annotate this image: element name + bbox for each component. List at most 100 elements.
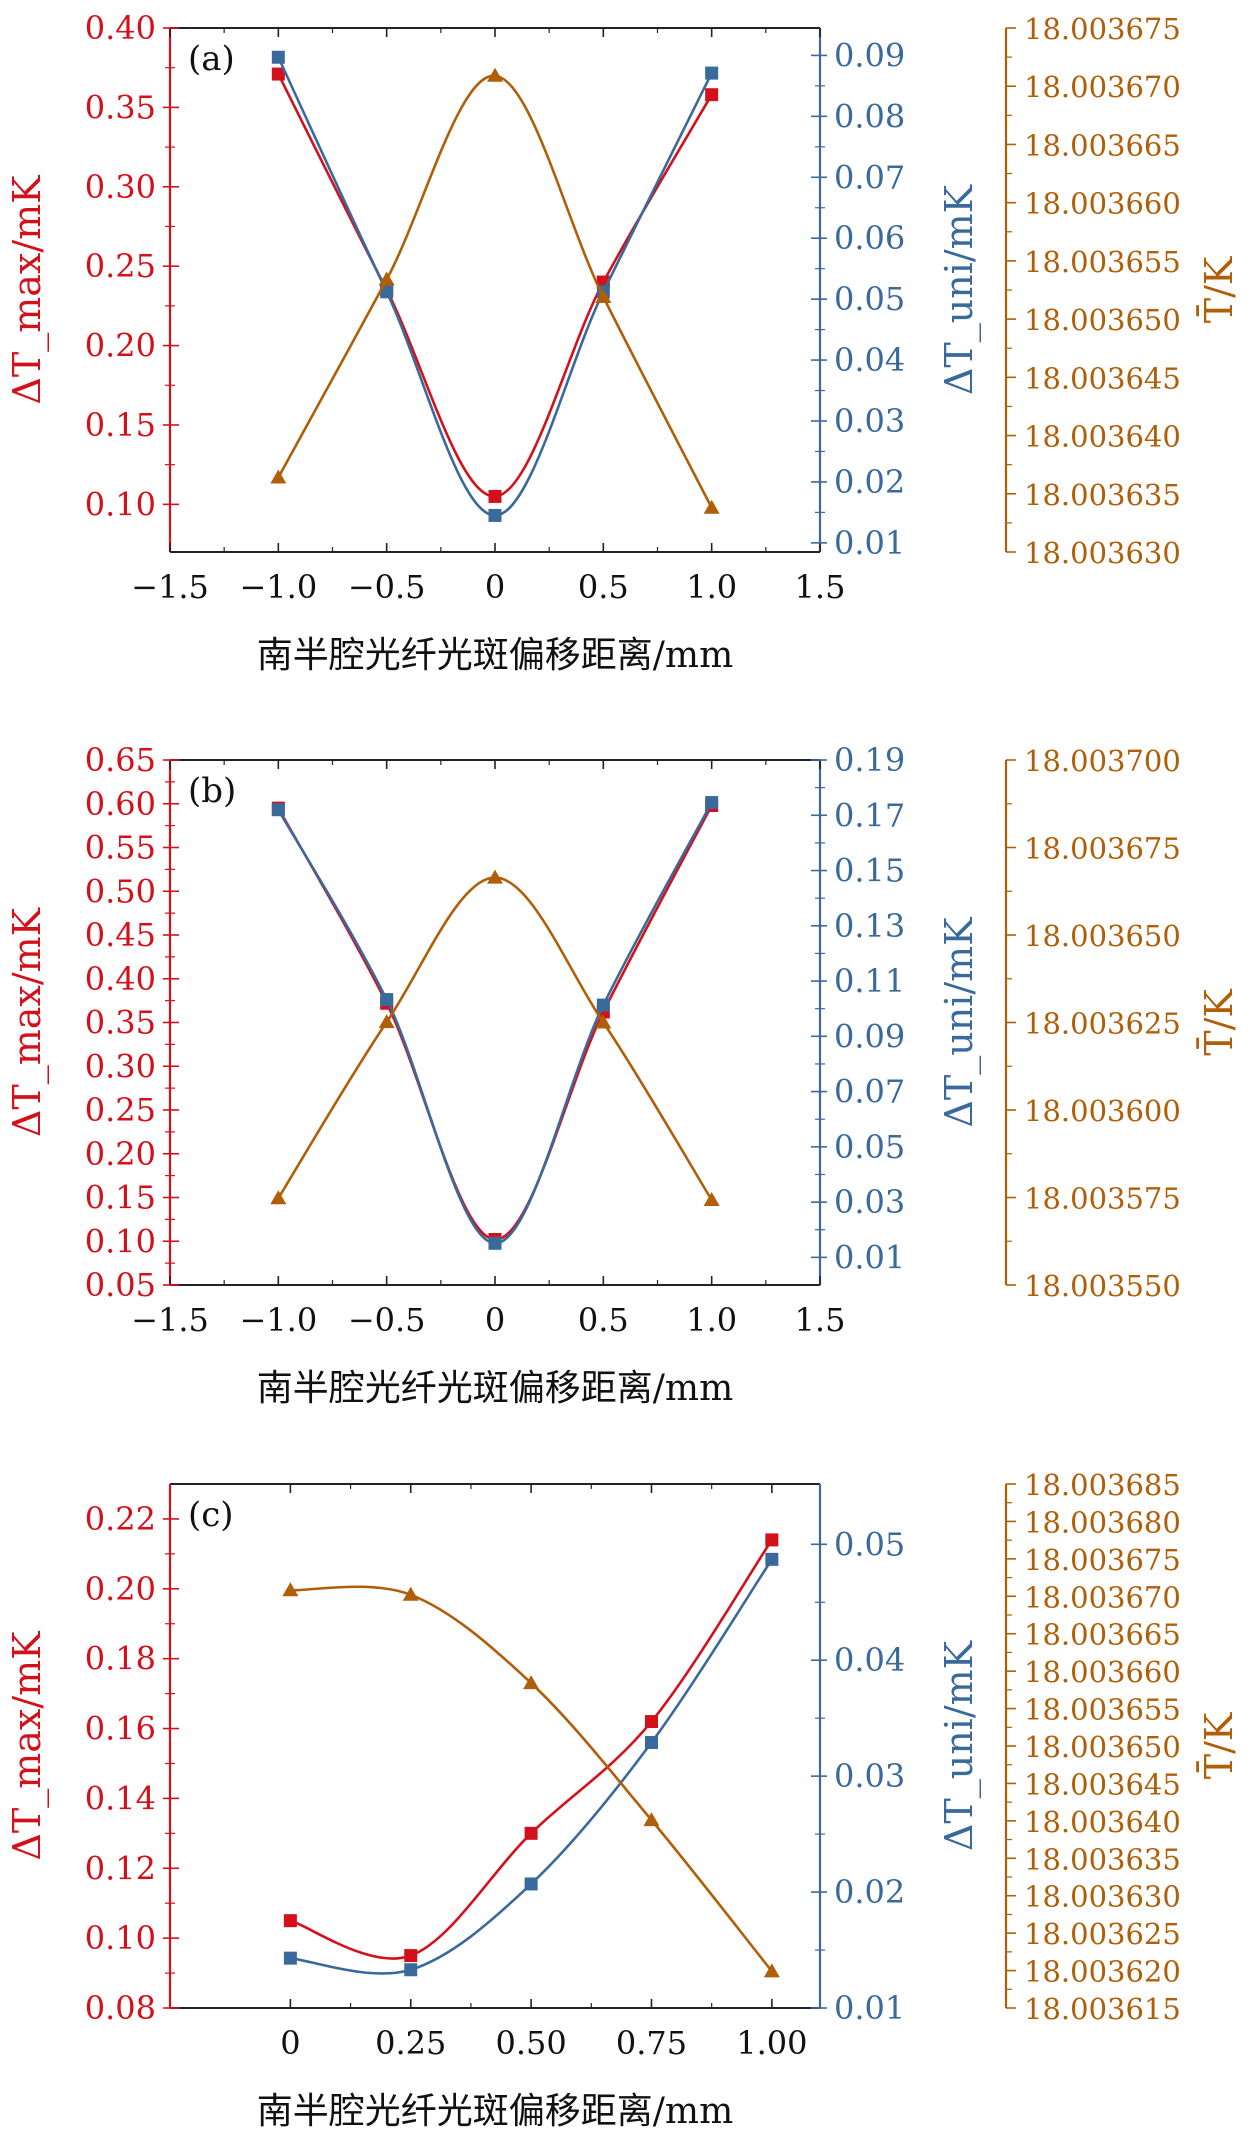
far-y-tick-label: 18.003615	[1024, 1992, 1181, 2026]
far-y-tick-label: 18.003575	[1024, 1182, 1181, 1216]
x-axis-label: 南半腔光纤光斑偏移距离/mm	[257, 2091, 733, 2132]
data-point-blue	[283, 1951, 297, 1965]
left-y-tick-label: 0.55	[85, 829, 156, 867]
left-y-tick-label: 0.20	[85, 1135, 156, 1173]
data-point-brown	[595, 288, 612, 303]
right-y-tick-label: 0.02	[834, 463, 905, 501]
data-point-red	[765, 1533, 779, 1547]
x-tick-label: 1.0	[686, 568, 737, 606]
x-tick-label: −1.5	[131, 568, 209, 606]
data-point-brown	[703, 1191, 720, 1206]
x-tick-label: −0.5	[348, 1301, 426, 1339]
data-point-brown	[282, 1582, 299, 1597]
left-y-tick-label: 0.10	[85, 1919, 156, 1957]
left-y-tick-label: 0.10	[85, 485, 156, 523]
right-axis-label: ΔT_uni/mK	[937, 917, 982, 1128]
far-y-tick-label: 18.003625	[1024, 1917, 1181, 1951]
left-y-tick-label: 0.22	[85, 1500, 156, 1538]
left-y-tick-label: 0.60	[85, 785, 156, 823]
x-tick-label: −1.5	[131, 1301, 209, 1339]
x-tick-label: 1.5	[795, 568, 846, 606]
right-y-tick-label: 0.04	[834, 1641, 905, 1679]
far-y-tick-label: 18.003660	[1024, 187, 1181, 221]
data-point-brown	[595, 1014, 612, 1029]
left-axis-label: ΔT_max/mK	[5, 175, 50, 405]
series-line-brown	[290, 1585, 773, 1973]
chart-panel-1: −1.5 −1.0 −0.5 0 0.5 1.0 1.5 0.10 0.15 0.20 0.25 0.…	[5, 9, 1241, 676]
panel-label: (c)	[188, 1495, 234, 1535]
far-y-tick-label: 18.003635	[1024, 478, 1181, 512]
x-tick-label: 0.75	[616, 2024, 687, 2062]
far-y-tick-label: 18.003600	[1024, 1094, 1181, 1128]
left-y-tick-label: 0.25	[85, 1091, 156, 1129]
data-point-red	[488, 489, 502, 503]
left-y-tick-label: 0.20	[85, 327, 156, 365]
far-y-tick-label: 18.003655	[1024, 245, 1181, 279]
far-axis-label: T̄/K	[1197, 1712, 1241, 1779]
right-y-tick-label: 0.19	[834, 741, 905, 779]
far-y-tick-label: 18.003670	[1024, 1580, 1181, 1614]
x-axis-label: 南半腔光纤光斑偏移距离/mm	[257, 635, 733, 676]
right-y-tick-label: 0.03	[834, 402, 905, 440]
far-y-tick-label: 18.003630	[1024, 536, 1181, 570]
far-y-tick-label: 18.003630	[1024, 1880, 1181, 1914]
left-y-tick-label: 0.65	[85, 741, 156, 779]
right-axis-label: ΔT_uni/mK	[937, 184, 982, 395]
series-line-blue	[277, 56, 713, 517]
data-point-red	[705, 88, 719, 102]
x-tick-label: 0.50	[495, 2024, 566, 2062]
data-point-red	[283, 1914, 297, 1928]
left-y-tick-label: 0.14	[85, 1779, 156, 1817]
x-tick-label: 1.00	[736, 2024, 807, 2062]
data-point-red	[271, 67, 285, 81]
data-point-blue	[705, 796, 719, 810]
data-point-blue	[380, 993, 394, 1007]
right-y-tick-label: 0.11	[834, 962, 905, 1000]
far-y-tick-label: 18.003680	[1024, 1505, 1181, 1539]
far-axis-label: T̄/K	[1197, 989, 1241, 1056]
far-y-tick-label: 18.003660	[1024, 1655, 1181, 1689]
x-tick-label: 0	[280, 2024, 300, 2062]
data-point-brown	[402, 1586, 419, 1601]
data-point-red	[404, 1949, 418, 1963]
data-point-blue	[488, 508, 502, 522]
left-y-tick-label: 0.20	[85, 1570, 156, 1608]
left-y-tick-label: 0.45	[85, 916, 156, 954]
right-y-tick-label: 0.03	[834, 1757, 905, 1795]
far-y-tick-label: 18.003640	[1024, 1805, 1181, 1839]
right-y-tick-label: 0.07	[834, 1073, 905, 1111]
data-point-brown	[487, 67, 503, 82]
right-y-tick-label: 0.13	[834, 907, 905, 945]
right-y-tick-label: 0.05	[834, 280, 905, 318]
x-tick-label: −1.0	[239, 1301, 317, 1339]
right-y-tick-label: 0.17	[834, 796, 905, 834]
right-y-tick-label: 0.09	[834, 1017, 905, 1055]
x-tick-label: 0.5	[578, 1301, 629, 1339]
far-y-tick-label: 18.003620	[1024, 1955, 1181, 1989]
data-point-brown	[487, 869, 503, 884]
right-axis-label: ΔT_uni/mK	[937, 1640, 982, 1851]
left-y-tick-label: 0.15	[85, 1179, 156, 1217]
far-y-tick-label: 18.003700	[1024, 744, 1181, 778]
x-tick-label: −0.5	[348, 568, 426, 606]
far-y-tick-label: 18.003675	[1024, 1543, 1181, 1577]
data-point-brown	[270, 469, 287, 484]
far-y-tick-label: 18.003670	[1024, 70, 1181, 104]
data-point-blue	[524, 1877, 538, 1891]
data-point-brown	[703, 499, 720, 514]
right-y-tick-label: 0.04	[834, 341, 905, 379]
x-tick-label: 0	[485, 568, 505, 606]
far-y-tick-label: 18.003650	[1024, 1730, 1181, 1764]
data-point-brown	[378, 271, 395, 286]
right-y-tick-label: 0.15	[834, 852, 905, 890]
data-point-brown	[763, 1963, 780, 1978]
far-y-tick-label: 18.003675	[1024, 12, 1181, 46]
x-tick-label: 0.5	[578, 568, 629, 606]
far-y-tick-label: 18.003655	[1024, 1693, 1181, 1727]
left-y-tick-label: 0.18	[85, 1640, 156, 1678]
far-y-tick-label: 18.003665	[1024, 1618, 1181, 1652]
x-tick-label: 0.25	[375, 2024, 446, 2062]
data-point-blue	[488, 1236, 502, 1250]
data-point-brown	[270, 1190, 287, 1205]
